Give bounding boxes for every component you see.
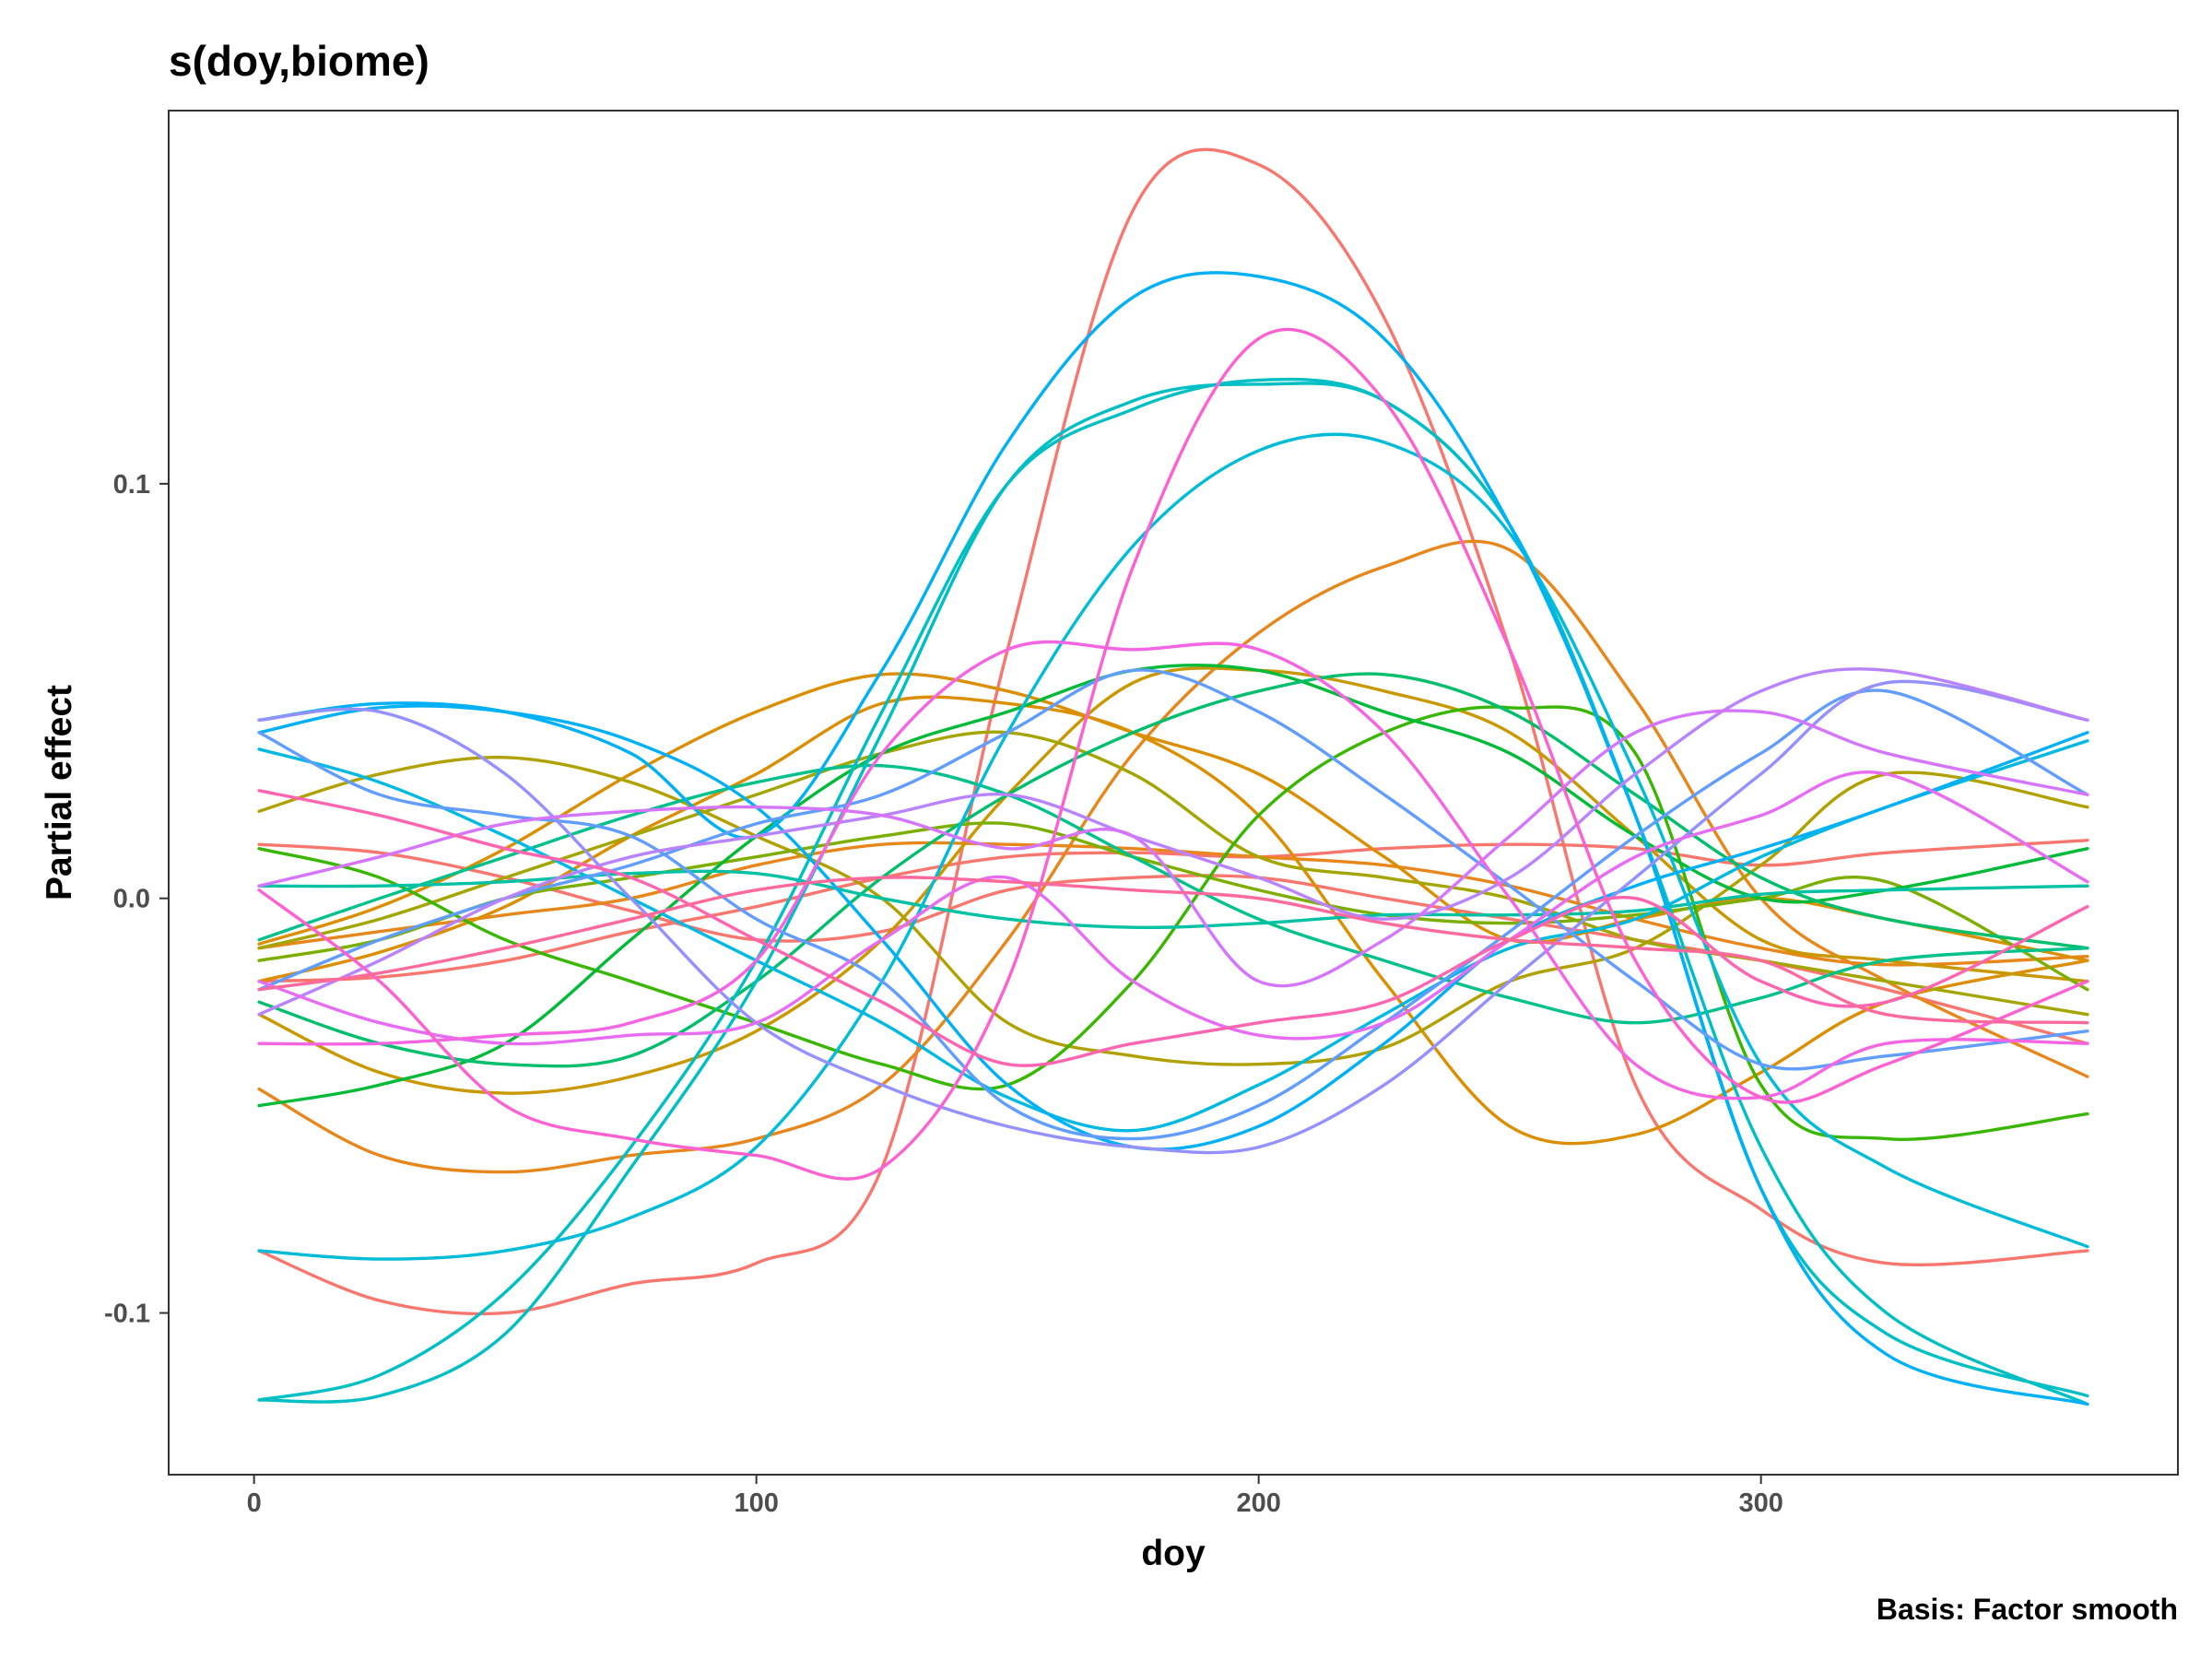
series-line-15 <box>257 763 2089 1025</box>
x-tick-label: 300 <box>1738 1488 1783 1518</box>
series-line-30 <box>257 327 2089 1181</box>
y-tick-label: 0.0 <box>113 885 150 914</box>
chart-title: s(doy,biome) <box>169 37 429 85</box>
x-tick-label: 100 <box>734 1488 778 1518</box>
series-line-5 <box>257 841 2089 967</box>
series-line-19 <box>257 432 2089 1261</box>
plot-panel-border <box>168 110 2179 1476</box>
series-line-25 <box>257 679 2089 1155</box>
series-line-12 <box>257 705 2089 1141</box>
series-line-28 <box>257 771 2089 1046</box>
series-line-26 <box>257 667 2089 1017</box>
plot-lines <box>257 147 2089 1406</box>
series-line-1 <box>257 147 2089 1316</box>
x-axis-title: doy <box>1141 1534 1206 1573</box>
series-line-16 <box>257 869 2089 930</box>
series-line-31 <box>257 789 2089 1067</box>
series-line-18 <box>257 382 2089 1406</box>
chart-caption: Basis: Factor smooth <box>1877 1593 2178 1626</box>
y-axis-title: Partial effect <box>40 685 79 900</box>
series-line-14 <box>257 672 2089 1068</box>
y-tick-label: -0.1 <box>104 1300 150 1329</box>
series-line-32 <box>257 876 2089 1025</box>
series-line-8 <box>257 666 2089 1095</box>
series-line-9 <box>257 755 2089 1066</box>
series-line-22 <box>257 271 2089 1406</box>
x-tick-label: 200 <box>1236 1488 1280 1518</box>
series-line-23 <box>257 668 2089 1071</box>
series-line-29 <box>257 640 2089 1100</box>
x-tick-label: 0 <box>247 1488 262 1518</box>
series-line-3 <box>257 839 2089 983</box>
y-axis: -0.1 0.0 0.1 <box>104 470 169 1329</box>
series-line-7 <box>257 672 2089 962</box>
series-line-27 <box>257 709 2089 988</box>
x-axis: 0 100 200 300 <box>247 1475 1783 1518</box>
series-line-24 <box>257 688 2089 1141</box>
y-tick-label: 0.1 <box>113 470 150 500</box>
